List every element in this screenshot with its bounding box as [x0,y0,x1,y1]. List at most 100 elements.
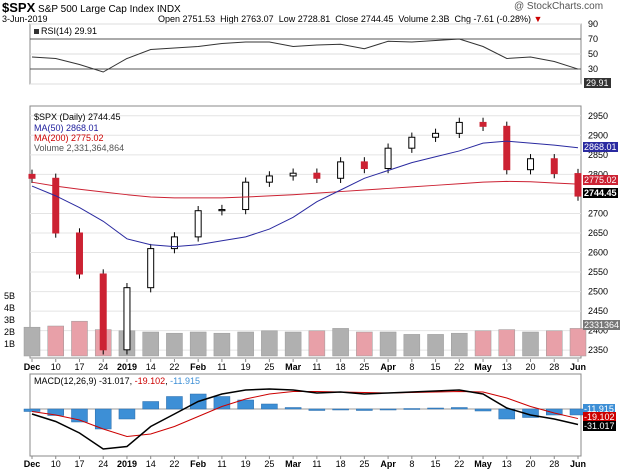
price-tick-label: 2950 [588,111,608,121]
candle-body [479,121,487,127]
symbol: $SPX [2,0,36,15]
macd-hist-bar [23,408,41,412]
price-tick-label: 2850 [588,150,608,160]
volume-bar [403,334,421,357]
volume-bar [308,330,326,357]
macd-histogram [23,393,587,430]
x-tick-label: 17 [74,459,84,469]
candle-body [550,158,558,175]
ma200-last-value: 2775.02 [583,175,618,185]
x-tick-label: 25 [264,459,274,469]
price-tick-label: 2350 [588,345,608,355]
x-axis-labels: Dec 10 17 24 2019 14 22 Feb 11 19 25 Mar 11 18 25 Apr 8 1… [24,359,586,372]
x-tick-label: 11 [217,362,226,372]
ma50-legend: MA(50) 2868.01 [34,123,99,133]
x-tick-label: Mar [285,459,302,469]
x-tick-label: 10 [51,362,61,372]
watermark: @ StockCharts.com [514,1,604,12]
candle-body [99,273,107,351]
candle-body [28,173,36,179]
volume-tick-label: 2B [4,327,15,337]
volume-bar [356,331,373,357]
x-tick-label: 28 [549,459,559,469]
x-tick-label: 20 [526,459,536,469]
x-tick-label: Apr [380,362,396,372]
volume-bar [284,331,302,357]
quote-line: Open 2751.53 High 2763.07 Low 2728.81 Cl… [158,14,543,24]
x-tick-label: 22 [169,362,179,372]
macd-hist-bar [403,408,421,410]
candle-body [337,161,345,179]
x-tick-label: 18 [336,459,346,469]
x-tick-label: 11 [217,459,226,469]
x-tick-label: 14 [146,362,156,372]
close-last-value: 2744.45 [583,188,618,198]
volume-bar [166,332,183,357]
volume-bar [427,334,444,357]
price-tick-label: 2550 [588,267,608,277]
macd-hist-bar [427,407,444,410]
chart-header: $SPX S&P 500 Large Cap Index INDX [2,0,181,15]
quote-date: 3-Jun-2019 [2,14,48,24]
macd-hist-bar [379,408,397,411]
price-tick-label: 2500 [588,287,608,297]
volume-bar [474,330,492,357]
macd-hist-bar [94,408,112,430]
rsi-tick-label: 70 [588,34,598,44]
security-name: S&P 500 Large Cap Index [38,4,155,15]
volume-bar [546,330,563,357]
volume-bar [261,330,278,357]
down-arrow-icon: ▼ [533,14,543,24]
x-tick-label: 13 [502,459,512,469]
x-tick-label: May [474,362,492,372]
price-tick-label: 2900 [588,130,608,140]
macd-hist-bar [356,408,373,411]
rsi-tick-label: 90 [588,19,598,29]
rsi-tick-label: 50 [588,49,598,59]
price-legend-title: $SPX (Daily) 2744.45 [34,112,121,122]
x-tick-label: 11 [312,459,321,469]
rsi-last-value: 29.91 [584,78,611,88]
price-tick-label: 2600 [588,248,608,258]
volume-tick-label: 5B [4,291,15,301]
candle-body [147,248,155,289]
hist-last-value: -11.915 [583,404,615,414]
x-tick-label: 25 [359,459,369,469]
candle-body [123,287,131,351]
macd-hist-bar [118,408,136,420]
price-candles [28,117,582,355]
macd-panel-frame [29,373,582,457]
candle-body [265,175,273,183]
volume-bar [237,331,254,357]
ma200-line [31,180,579,199]
x-tick-label: 22 [169,459,179,469]
x-tick-label: Dec [24,362,41,372]
x-tick-label: 15 [431,362,441,372]
x-tick-label: 11 [312,362,321,372]
volume-bar [142,331,159,357]
macd-hist-bar [308,408,326,411]
volume-bar [379,331,397,357]
x-tick-label: 19 [241,459,251,469]
price-tick-label: 2450 [588,306,608,316]
rsi-line [31,38,579,73]
macd-hist-bar [474,408,492,412]
x-tick-label: 20 [526,362,536,372]
volume-bar [71,320,88,357]
volume-bar [451,332,468,357]
high-value: 2763.07 [241,14,274,24]
macd-legend: MACD(12,26,9) -31.017, -19.102, -11.915 [34,376,200,386]
exchange: INDX [156,4,181,15]
volume-legend: Volume 2,331,364,864 [34,143,125,153]
candle-body [313,172,321,179]
volume-bar [332,328,349,357]
x-tick-label: 13 [502,362,512,372]
ma200-legend: MA(200) 2775.02 [34,133,104,143]
x-tick-label: 24 [98,362,108,372]
x-tick-label: 8 [409,362,414,372]
macd-hist-bar [166,396,183,410]
macd-hist-bar [237,399,254,410]
ma50-line [31,140,579,248]
x-tick-label: 22 [454,459,464,469]
volume-bar [522,331,539,357]
